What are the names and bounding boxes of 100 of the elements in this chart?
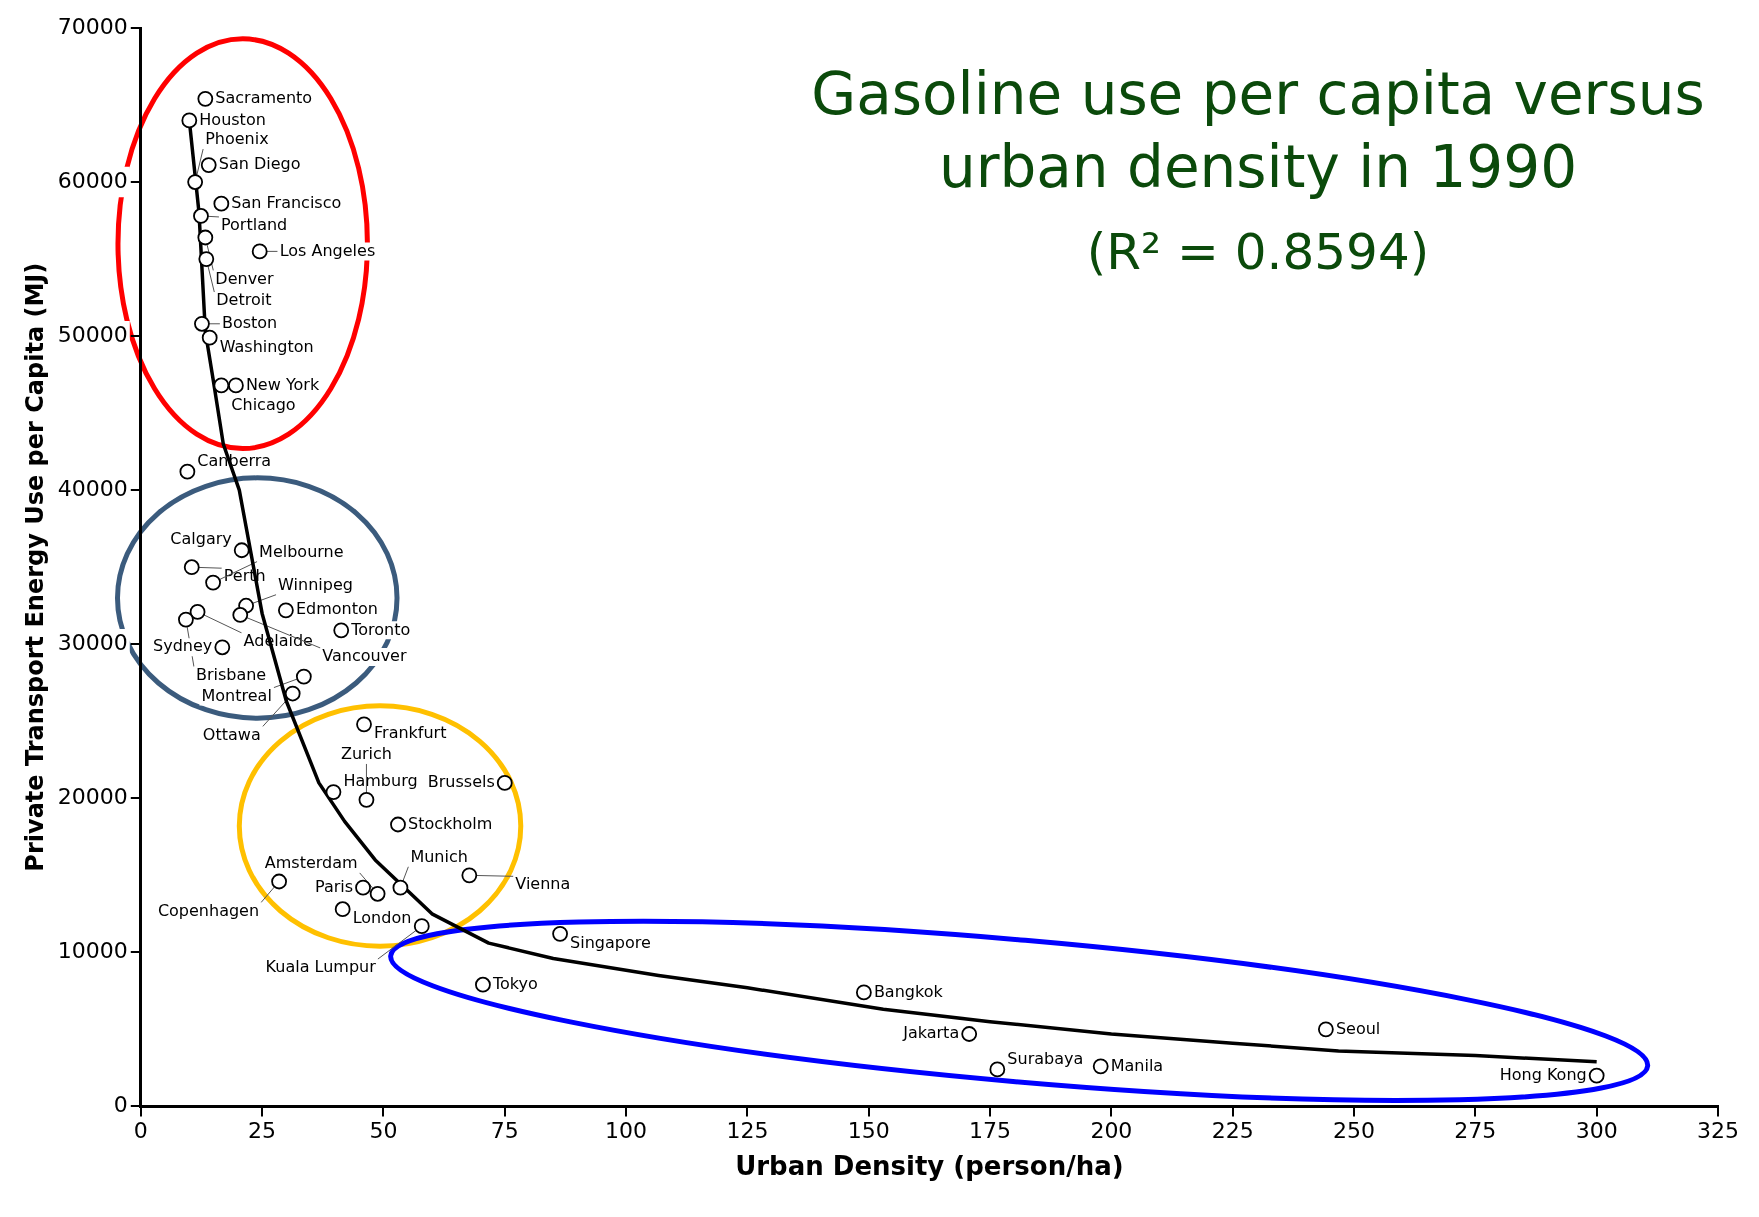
y-tick-label: 60000 (57, 167, 128, 193)
x-tick-label: 300 (1575, 1118, 1618, 1144)
annotation: Bangkok (873, 981, 944, 1001)
point (198, 251, 215, 267)
x-tick-label: 150 (847, 1118, 890, 1144)
point (189, 603, 206, 620)
point (187, 174, 204, 190)
point (181, 112, 198, 129)
annotation: Seoul (1335, 1018, 1381, 1038)
point (284, 685, 301, 702)
point (194, 315, 210, 332)
annotation: Montreal (201, 685, 272, 705)
annotation: Ottawa (202, 724, 261, 744)
annotation: Jakarta (902, 1023, 960, 1043)
point (1588, 1067, 1605, 1084)
annotation: Singapore (570, 933, 651, 953)
annotation: Vienna (515, 874, 571, 894)
annotation: Winnipeg (278, 574, 353, 594)
point (413, 918, 430, 935)
annotation: Boston (221, 312, 278, 332)
point (392, 879, 409, 896)
point (295, 668, 312, 685)
point (475, 976, 491, 993)
point (233, 542, 250, 559)
annotation: Phoenix (205, 129, 269, 149)
annotation: Brussels (427, 772, 495, 792)
y-tick-label: 20000 (57, 784, 128, 809)
point (183, 559, 200, 576)
y-tick-label: 30000 (57, 629, 128, 655)
annotation: Melbourne (259, 541, 344, 561)
annotation: Amsterdam (264, 852, 358, 872)
annotation: Hong Kong (1499, 1064, 1587, 1084)
point (193, 208, 209, 224)
annotation: Los Angeles (279, 240, 376, 260)
point (358, 791, 375, 808)
y-tick-label: 0 (113, 1092, 128, 1118)
y-axis-title: Private Transport Energy Use per Capita (MJ) (20, 262, 49, 872)
annotation: Sacramento (215, 88, 313, 108)
annotation: Calgary (170, 529, 232, 549)
x-tick-label: 0 (133, 1118, 148, 1144)
x-tick-label: 50 (369, 1118, 398, 1144)
x-tick-label: 100 (605, 1118, 648, 1144)
annotation: Toronto (350, 619, 411, 639)
point (205, 574, 221, 591)
point (232, 607, 249, 623)
annotation: Tokyo (491, 973, 538, 993)
point (201, 329, 218, 346)
annotation: Manila (1110, 1055, 1164, 1075)
point (989, 1061, 1006, 1078)
annotation: Edmonton (295, 599, 378, 619)
point (334, 901, 351, 918)
annotation: Copenhagen (157, 900, 260, 920)
point (390, 816, 406, 833)
y-tick-label: 10000 (57, 938, 128, 964)
point (1317, 1021, 1334, 1038)
point (961, 1026, 978, 1042)
point (855, 984, 872, 1001)
annotation: Munich (410, 846, 468, 866)
x-tick-label: 175 (969, 1118, 1012, 1144)
x-tick-label: 325 (1697, 1118, 1739, 1144)
annotation: Chicago (231, 394, 296, 414)
annotation: San Diego (218, 154, 301, 174)
annotation: London (352, 908, 412, 928)
point (277, 602, 294, 619)
point (369, 885, 386, 902)
point (200, 157, 217, 174)
point (213, 377, 230, 394)
point (197, 229, 214, 246)
annotation: Paris (314, 876, 354, 896)
annotation: San Francisco (231, 192, 342, 212)
annotation: Houston (199, 109, 266, 129)
annotation: Washington (219, 336, 314, 356)
text: Gasoline use per capita versus urban density in 1990 (810, 59, 1706, 203)
annotation: Vancouver (322, 646, 407, 666)
x-tick-label: 250 (1333, 1118, 1376, 1144)
x-tick-label: 200 (1090, 1118, 1133, 1144)
annotation: Stockholm (407, 813, 493, 833)
point (197, 90, 214, 107)
point (461, 867, 478, 884)
point (496, 774, 513, 791)
point (251, 243, 268, 260)
y-tick-label: 70000 (57, 13, 128, 39)
x-tick-label: 225 (1211, 1118, 1254, 1144)
point (325, 784, 342, 801)
annotation: New York (245, 374, 320, 394)
x-tick-label: 25 (248, 1118, 277, 1144)
text: (R² = 0.8594) (1085, 223, 1431, 281)
point (356, 716, 372, 733)
annotation: Frankfurt (374, 723, 447, 743)
annotation: Brisbane (195, 664, 267, 684)
annotation: Sydney (153, 636, 213, 656)
annotation: Kuala Lumpur (265, 957, 377, 977)
x-tick-label: 75 (490, 1118, 519, 1144)
point (228, 377, 244, 394)
y-tick-label: 40000 (57, 475, 128, 501)
annotation: Portland (220, 215, 288, 235)
point (355, 879, 371, 896)
y-tick-label: 50000 (57, 321, 128, 347)
annotation: Surabaya (1007, 1048, 1084, 1068)
x-tick-label: 125 (726, 1118, 769, 1144)
